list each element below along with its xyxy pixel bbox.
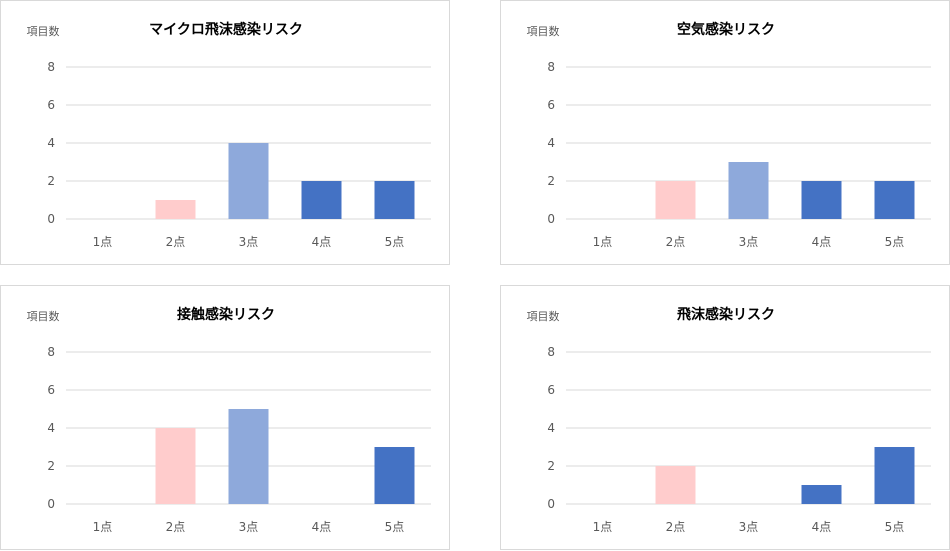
- chart-panel-micro-droplet: マイクロ飛沫感染リスク 項目数 0 2 4 6 8 1点 2点 3点 4点 5点: [0, 0, 450, 265]
- bar: [874, 181, 915, 219]
- x-tick-label: 2点: [166, 520, 186, 534]
- bar: [655, 466, 696, 504]
- y-tick-label: 4: [47, 421, 55, 435]
- y-tick-label: 2: [47, 174, 55, 188]
- chart-title: 空気感染リスク: [677, 21, 775, 38]
- chart-svg: 接触感染リスク 項目数 0 2 4 6 8 1点 2点 3点 4点 5点: [27, 306, 431, 534]
- bar: [155, 428, 196, 504]
- chart-panel-airborne: 空気感染リスク 項目数 0 2 4 6 8 1点 2点 3点 4点 5点: [500, 0, 950, 265]
- x-tick-label: 1点: [593, 520, 613, 534]
- y-tick-label: 0: [47, 497, 55, 511]
- x-tick-label: 3点: [739, 235, 759, 249]
- y-tick-label: 2: [547, 174, 555, 188]
- bar: [655, 181, 696, 219]
- y-tick-label: 2: [547, 459, 555, 473]
- y-tick-label: 6: [547, 383, 555, 397]
- x-tick-label: 1点: [593, 235, 613, 249]
- y-tick-label: 6: [47, 98, 55, 112]
- x-tick-label: 3点: [239, 520, 259, 534]
- y-tick-label: 0: [547, 497, 555, 511]
- y-tick-label: 8: [47, 345, 55, 359]
- chart-title: 飛沫感染リスク: [676, 306, 775, 323]
- x-tick-label: 5点: [885, 235, 905, 249]
- y-axis-label: 項目数: [527, 310, 560, 323]
- bar: [874, 447, 915, 504]
- y-axis-label: 項目数: [527, 25, 560, 38]
- y-tick-label: 8: [547, 345, 555, 359]
- x-tick-label: 1点: [93, 520, 113, 534]
- chart-svg: 飛沫感染リスク 項目数 0 2 4 6 8 1点 2点 3点 4点 5点: [527, 306, 931, 534]
- y-tick-label: 0: [47, 212, 55, 226]
- y-tick-label: 4: [547, 136, 555, 150]
- bar: [728, 162, 769, 219]
- x-tick-label: 5点: [885, 520, 905, 534]
- x-tick-label: 5点: [385, 235, 405, 249]
- x-tick-label: 1点: [93, 235, 113, 249]
- bar: [801, 181, 842, 219]
- x-tick-label: 4点: [312, 520, 332, 534]
- x-tick-label: 3点: [739, 520, 759, 534]
- x-tick-label: 3点: [239, 235, 259, 249]
- chart-panel-contact: 接触感染リスク 項目数 0 2 4 6 8 1点 2点 3点 4点 5点: [0, 285, 450, 550]
- x-tick-label: 2点: [666, 520, 686, 534]
- bar: [155, 200, 196, 219]
- y-tick-label: 0: [547, 212, 555, 226]
- y-tick-label: 8: [547, 60, 555, 74]
- x-tick-label: 2点: [166, 235, 186, 249]
- chart-panel-droplet: 飛沫感染リスク 項目数 0 2 4 6 8 1点 2点 3点 4点 5点: [500, 285, 950, 550]
- x-tick-label: 2点: [666, 235, 686, 249]
- x-tick-label: 4点: [312, 235, 332, 249]
- bar: [301, 181, 342, 219]
- y-tick-label: 4: [47, 136, 55, 150]
- y-tick-label: 2: [47, 459, 55, 473]
- y-axis-label: 項目数: [27, 310, 60, 323]
- bar: [801, 485, 842, 504]
- y-tick-label: 4: [547, 421, 555, 435]
- bar: [374, 181, 415, 219]
- y-axis-label: 項目数: [27, 25, 60, 38]
- bar: [374, 447, 415, 504]
- x-tick-label: 4点: [812, 520, 832, 534]
- y-tick-label: 8: [47, 60, 55, 74]
- chart-svg: マイクロ飛沫感染リスク 項目数 0 2 4 6 8 1点 2点 3点 4点 5点: [27, 21, 431, 249]
- y-tick-label: 6: [547, 98, 555, 112]
- bar: [228, 409, 269, 504]
- chart-svg: 空気感染リスク 項目数 0 2 4 6 8 1点 2点 3点 4点 5点: [527, 21, 931, 249]
- bar: [228, 143, 269, 219]
- chart-title: 接触感染リスク: [177, 306, 275, 323]
- x-tick-label: 5点: [385, 520, 405, 534]
- x-tick-label: 4点: [812, 235, 832, 249]
- y-tick-label: 6: [47, 383, 55, 397]
- chart-title: マイクロ飛沫感染リスク: [149, 21, 303, 38]
